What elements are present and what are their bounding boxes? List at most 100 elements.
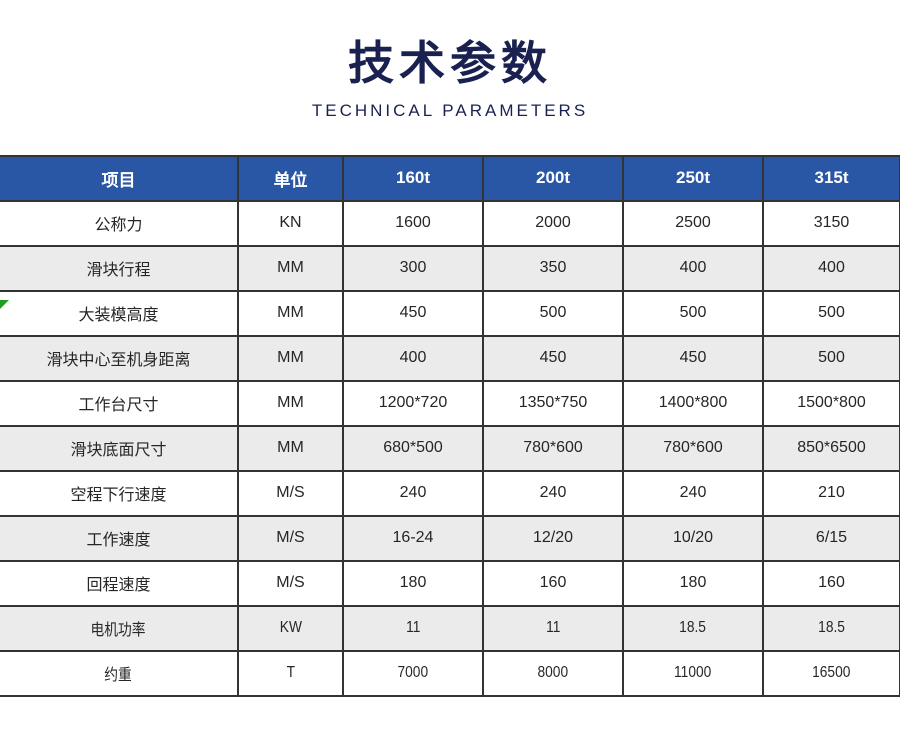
table-cell: 16500 xyxy=(762,649,900,697)
cell-text: 400 xyxy=(399,349,427,367)
table-header-row: 项目 单位 160t 200t 250t 315t xyxy=(0,154,900,202)
header-cell-text: 250t xyxy=(675,168,711,188)
row-label-cell: 电机功率 xyxy=(0,604,239,652)
table-cell: 18.5 xyxy=(622,604,764,652)
cell-text: 210 xyxy=(818,484,845,502)
row-label-cell: 滑块行程 xyxy=(0,244,239,292)
cell-text: MM xyxy=(277,259,304,277)
table-cell: MM xyxy=(237,379,344,427)
table-cell: 12/20 xyxy=(482,514,624,562)
table-cell: 240 xyxy=(622,469,764,517)
spec-table-body: 公称力 KN 1600 2000 2500 3150 滑块行程 MM 300 350 400 400 大… xyxy=(0,199,900,697)
cell-text: MM xyxy=(277,304,304,322)
row-label-cell: 滑块中心至机身距离 xyxy=(0,334,239,382)
table-cell: 500 xyxy=(482,289,624,337)
cell-text: 滑块底面尺寸 xyxy=(70,442,167,460)
row-label-cell: 工作速度 xyxy=(0,514,239,562)
table-cell: 8000 xyxy=(482,649,624,697)
table-header-cell: 160t xyxy=(342,154,484,202)
table-cell: 300 xyxy=(342,244,484,292)
table-cell: 400 xyxy=(622,244,764,292)
cell-text: 11 xyxy=(545,619,561,637)
cell-text: 180 xyxy=(399,574,427,592)
cell-text: 500 xyxy=(539,304,567,322)
table-cell: 1400*800 xyxy=(622,379,764,427)
table-cell: 180 xyxy=(622,559,764,607)
cell-text: 10/20 xyxy=(672,529,714,547)
header-cell-text: 项目 xyxy=(101,170,136,190)
table-row: 约重 T 7000 8000 11000 16500 xyxy=(0,649,900,697)
cell-text: 工作台尺寸 xyxy=(78,397,159,415)
cell-text: 400 xyxy=(679,259,707,277)
row-label-cell: 空程下行速度 xyxy=(0,469,239,517)
table-cell: 450 xyxy=(622,334,764,382)
cell-text: 11 xyxy=(405,619,421,637)
table-cell: 240 xyxy=(482,469,624,517)
table-cell: KW xyxy=(237,604,344,652)
cell-text: 500 xyxy=(818,349,845,367)
cell-text: M/S xyxy=(276,484,305,502)
table-cell: 1200*720 xyxy=(342,379,484,427)
cell-text: 240 xyxy=(539,484,567,502)
table-cell: 2500 xyxy=(622,199,764,247)
cell-text: 滑块中心至机身距离 xyxy=(46,352,191,370)
table-cell: 11 xyxy=(482,604,624,652)
cell-text: 780*600 xyxy=(663,439,723,457)
table-cell: 500 xyxy=(762,334,900,382)
cell-text: MM xyxy=(277,439,304,457)
table-cell: 18.5 xyxy=(762,604,900,652)
table-cell: MM xyxy=(237,424,344,472)
cell-text: 780*600 xyxy=(523,439,583,457)
cell-text: 240 xyxy=(679,484,707,502)
cell-text: 16500 xyxy=(812,664,851,682)
page-title: 技术参数 xyxy=(348,37,552,89)
table-cell: 6/15 xyxy=(762,514,900,562)
cell-text: 400 xyxy=(818,259,845,277)
cell-text: 680*500 xyxy=(383,439,443,457)
table-cell: 240 xyxy=(342,469,484,517)
table-cell: M/S xyxy=(237,514,344,562)
table-cell: 450 xyxy=(482,334,624,382)
cell-text: 450 xyxy=(679,349,707,367)
table-cell: 7000 xyxy=(342,649,484,697)
table-cell: 16-24 xyxy=(342,514,484,562)
cell-text: 240 xyxy=(399,484,427,502)
cell-text: 160 xyxy=(539,574,567,592)
header-cell-text: 160t xyxy=(395,168,431,188)
table-cell: 160 xyxy=(482,559,624,607)
table-cell: 350 xyxy=(482,244,624,292)
table-row: 大装模高度 MM 450 500 500 500 xyxy=(0,289,900,337)
page-subtitle: TECHNICAL PARAMETERS xyxy=(311,101,589,121)
table-cell: 10/20 xyxy=(622,514,764,562)
cell-text: 回程速度 xyxy=(86,577,151,595)
cell-text: 空程下行速度 xyxy=(70,487,167,505)
table-cell: 850*6500 xyxy=(762,424,900,472)
table-row: 空程下行速度 M/S 240 240 240 210 xyxy=(0,469,900,517)
table-cell: 780*600 xyxy=(482,424,624,472)
cell-text: 8000 xyxy=(537,664,569,682)
cell-text: 1400*800 xyxy=(658,394,728,412)
table-cell: 210 xyxy=(762,469,900,517)
table-cell: 500 xyxy=(622,289,764,337)
table-row: 工作台尺寸 MM 1200*720 1350*750 1400*800 1500*800 xyxy=(0,379,900,427)
table-cell: 11 xyxy=(342,604,484,652)
cell-text: 公称力 xyxy=(94,217,143,235)
cell-text: 滑块行程 xyxy=(86,262,151,280)
table-cell: MM xyxy=(237,244,344,292)
table-header-cell: 单位 xyxy=(237,154,344,202)
cell-text: 1500*800 xyxy=(797,394,866,412)
table-row: 电机功率 KW 11 11 18.5 18.5 xyxy=(0,604,900,652)
table-cell: 450 xyxy=(342,289,484,337)
cell-text: MM xyxy=(277,349,304,367)
cell-text: 2500 xyxy=(675,214,711,232)
cell-text: 1200*720 xyxy=(378,394,448,412)
cell-text: 450 xyxy=(539,349,567,367)
cell-text: 电机功率 xyxy=(90,622,147,640)
table-row: 回程速度 M/S 180 160 180 160 xyxy=(0,559,900,607)
table-row: 滑块底面尺寸 MM 680*500 780*600 780*600 850*6500 xyxy=(0,424,900,472)
cell-text: 6/15 xyxy=(815,529,848,547)
cell-text: 约重 xyxy=(104,667,133,685)
header-cell-text: 单位 xyxy=(273,170,308,190)
table-cell: 780*600 xyxy=(622,424,764,472)
